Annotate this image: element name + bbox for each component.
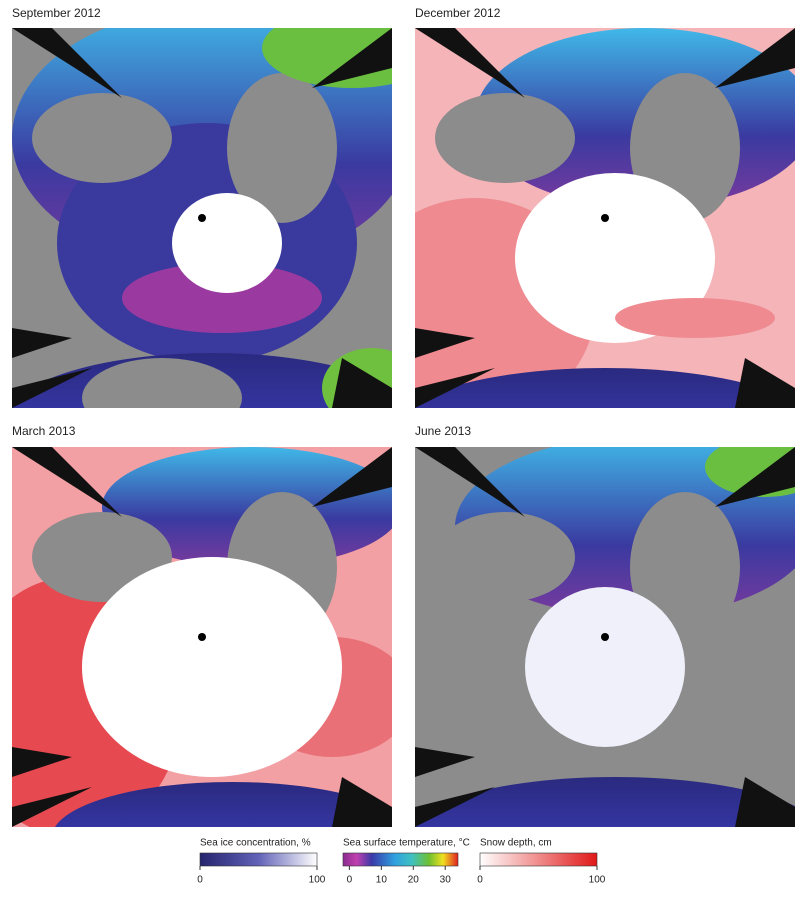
map-region — [630, 492, 740, 642]
no-data-wedge — [12, 368, 92, 408]
no-data-wedge — [715, 447, 795, 507]
no-data-wedge — [415, 747, 475, 777]
colorbar-tick-label: 20 — [408, 875, 420, 886]
map — [12, 447, 392, 827]
no-data-wedge — [415, 787, 495, 827]
no-data-wedge — [12, 787, 92, 827]
no-data-wedge — [415, 28, 525, 98]
panel-title: June 2013 — [415, 424, 471, 438]
colorbar-title: Snow depth, cm — [480, 838, 552, 849]
north-pole — [198, 214, 206, 222]
no-data-wedge — [415, 447, 525, 517]
no-data-wedge — [12, 328, 72, 358]
map-region — [172, 193, 282, 293]
colorbar-tick-label: 10 — [376, 875, 388, 886]
colorbar-tick-label: 0 — [477, 875, 483, 886]
map-region — [415, 777, 795, 827]
map-region — [227, 73, 337, 223]
colorbar-tick-label: 0 — [347, 875, 353, 886]
map-region — [415, 368, 795, 408]
panel-title: September 2012 — [12, 6, 101, 20]
north-pole — [198, 633, 206, 641]
map-region — [615, 298, 775, 338]
colorbar — [199, 852, 318, 867]
map-region — [435, 512, 575, 602]
no-data-wedge — [312, 447, 392, 507]
map-region — [55, 782, 392, 827]
colorbar — [342, 852, 459, 867]
no-data-wedge — [12, 28, 122, 98]
colorbar-title: Sea surface temperature, °C — [343, 838, 470, 849]
map — [415, 28, 795, 408]
no-data-wedge — [415, 368, 495, 408]
north-pole — [601, 633, 609, 641]
map-region — [82, 557, 342, 777]
map — [415, 447, 795, 827]
map-region — [122, 263, 322, 333]
colorbar-tick-label: 30 — [440, 875, 452, 886]
panel-title: March 2013 — [12, 424, 76, 438]
panel-title: December 2012 — [415, 6, 501, 20]
north-pole — [601, 214, 609, 222]
no-data-wedge — [735, 358, 795, 408]
no-data-wedge — [715, 28, 795, 88]
no-data-wedge — [415, 328, 475, 358]
map — [12, 28, 392, 408]
no-data-wedge — [332, 358, 392, 408]
no-data-wedge — [312, 28, 392, 88]
colorbar-tick-label: 100 — [589, 875, 606, 886]
colorbar — [479, 852, 598, 867]
map-region — [525, 587, 685, 747]
no-data-wedge — [12, 747, 72, 777]
map-region — [32, 93, 172, 183]
no-data-wedge — [735, 777, 795, 827]
colorbar-title: Sea ice concentration, % — [200, 838, 311, 849]
no-data-wedge — [332, 777, 392, 827]
no-data-wedge — [12, 447, 122, 517]
colorbar-tick-label: 100 — [309, 875, 326, 886]
map-region — [82, 358, 242, 408]
colorbar-tick-label: 0 — [197, 875, 203, 886]
map-region — [435, 93, 575, 183]
